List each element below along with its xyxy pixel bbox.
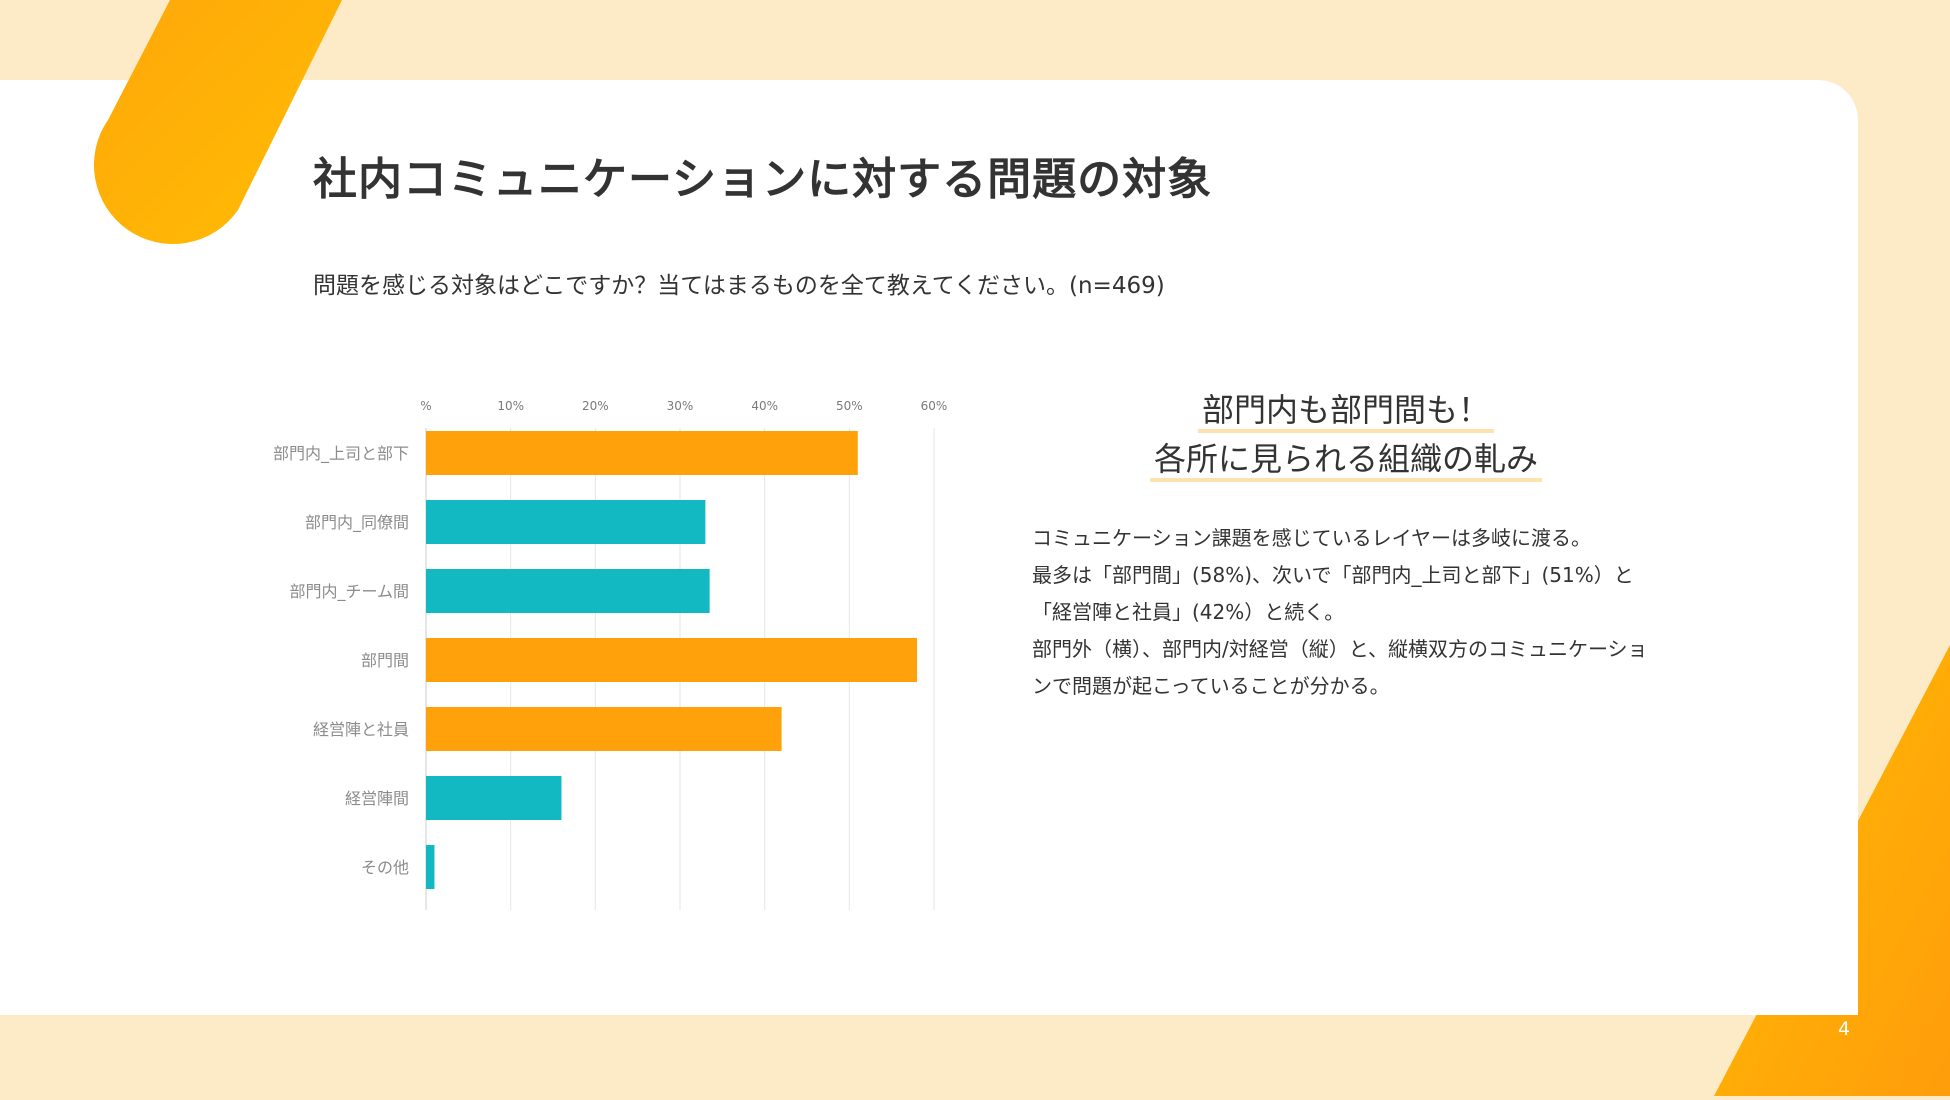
bar [426,500,706,544]
category-label: 経営陣と社員 [313,720,409,739]
category-label: 部門間 [361,651,409,670]
x-tick-label: 30% [667,399,694,413]
slide-title: 社内コミュニケーションに対する問題の対象 [313,154,1213,205]
summary-line-4: 部門外（横）、部門内/対経営（縦）と、縦横双方のコミュニケーショ [1032,637,1648,661]
bar [426,638,918,682]
bar [426,569,710,613]
category-label: 部門内_チーム間 [289,582,409,602]
bar [426,776,562,820]
top-left-slash-shape [93,0,342,245]
category-label: その他 [361,858,409,877]
survey-question: 問題を感じる対象はどこですか？当てはまるものを全て教えてください。(n=469) [313,273,1165,299]
category-label: 経営陣間 [345,789,409,808]
summary-body: コミュニケーション課題を感じているレイヤーは多岐に渡る。 最多は「部門間」(58… [1032,520,1732,705]
headline-line-2: 各所に見られる組織の軋み [1149,440,1542,482]
summary-line-2: 最多は「部門間」(58%)、次いで「部門内_上司と部下」(51%）と [1032,563,1634,587]
page-number: 4 [1838,1018,1851,1040]
summary-line-5: ンで問題が起こっていることが分かる。 [1032,674,1390,698]
bar-chart: % 10% 20% 30% 40% 50% 60% 部門内_上司と部下部門内_同僚間部門内_チ… [250,392,970,936]
x-tick-label: 60% [921,399,948,413]
x-tick-label: 10% [497,399,524,413]
x-tick-label: % [420,399,431,413]
bar [426,431,858,475]
x-tick-label: 40% [751,399,778,413]
category-label: 部門内_同僚間 [305,513,409,533]
summary-headline: 部門内も部門間も！ 各所に見られる組織の軋み [1090,386,1602,484]
x-tick-label: 20% [582,399,609,413]
x-tick-label: 50% [836,399,863,413]
headline-line-1: 部門内も部門間も！ [1197,391,1494,433]
summary-line-3: 「経営陣と社員」(42%）と続く。 [1032,600,1345,624]
bar-chart-svg: % 10% 20% 30% 40% 50% 60% 部門内_上司と部下部門内_同僚間部門内_チ… [273,399,948,910]
bar [426,707,782,751]
bar [426,845,435,889]
category-label: 部門内_上司と部下 [273,444,409,464]
content-card [0,80,1858,1015]
summary-line-1: コミュニケーション課題を感じているレイヤーは多岐に渡る。 [1032,526,1591,550]
